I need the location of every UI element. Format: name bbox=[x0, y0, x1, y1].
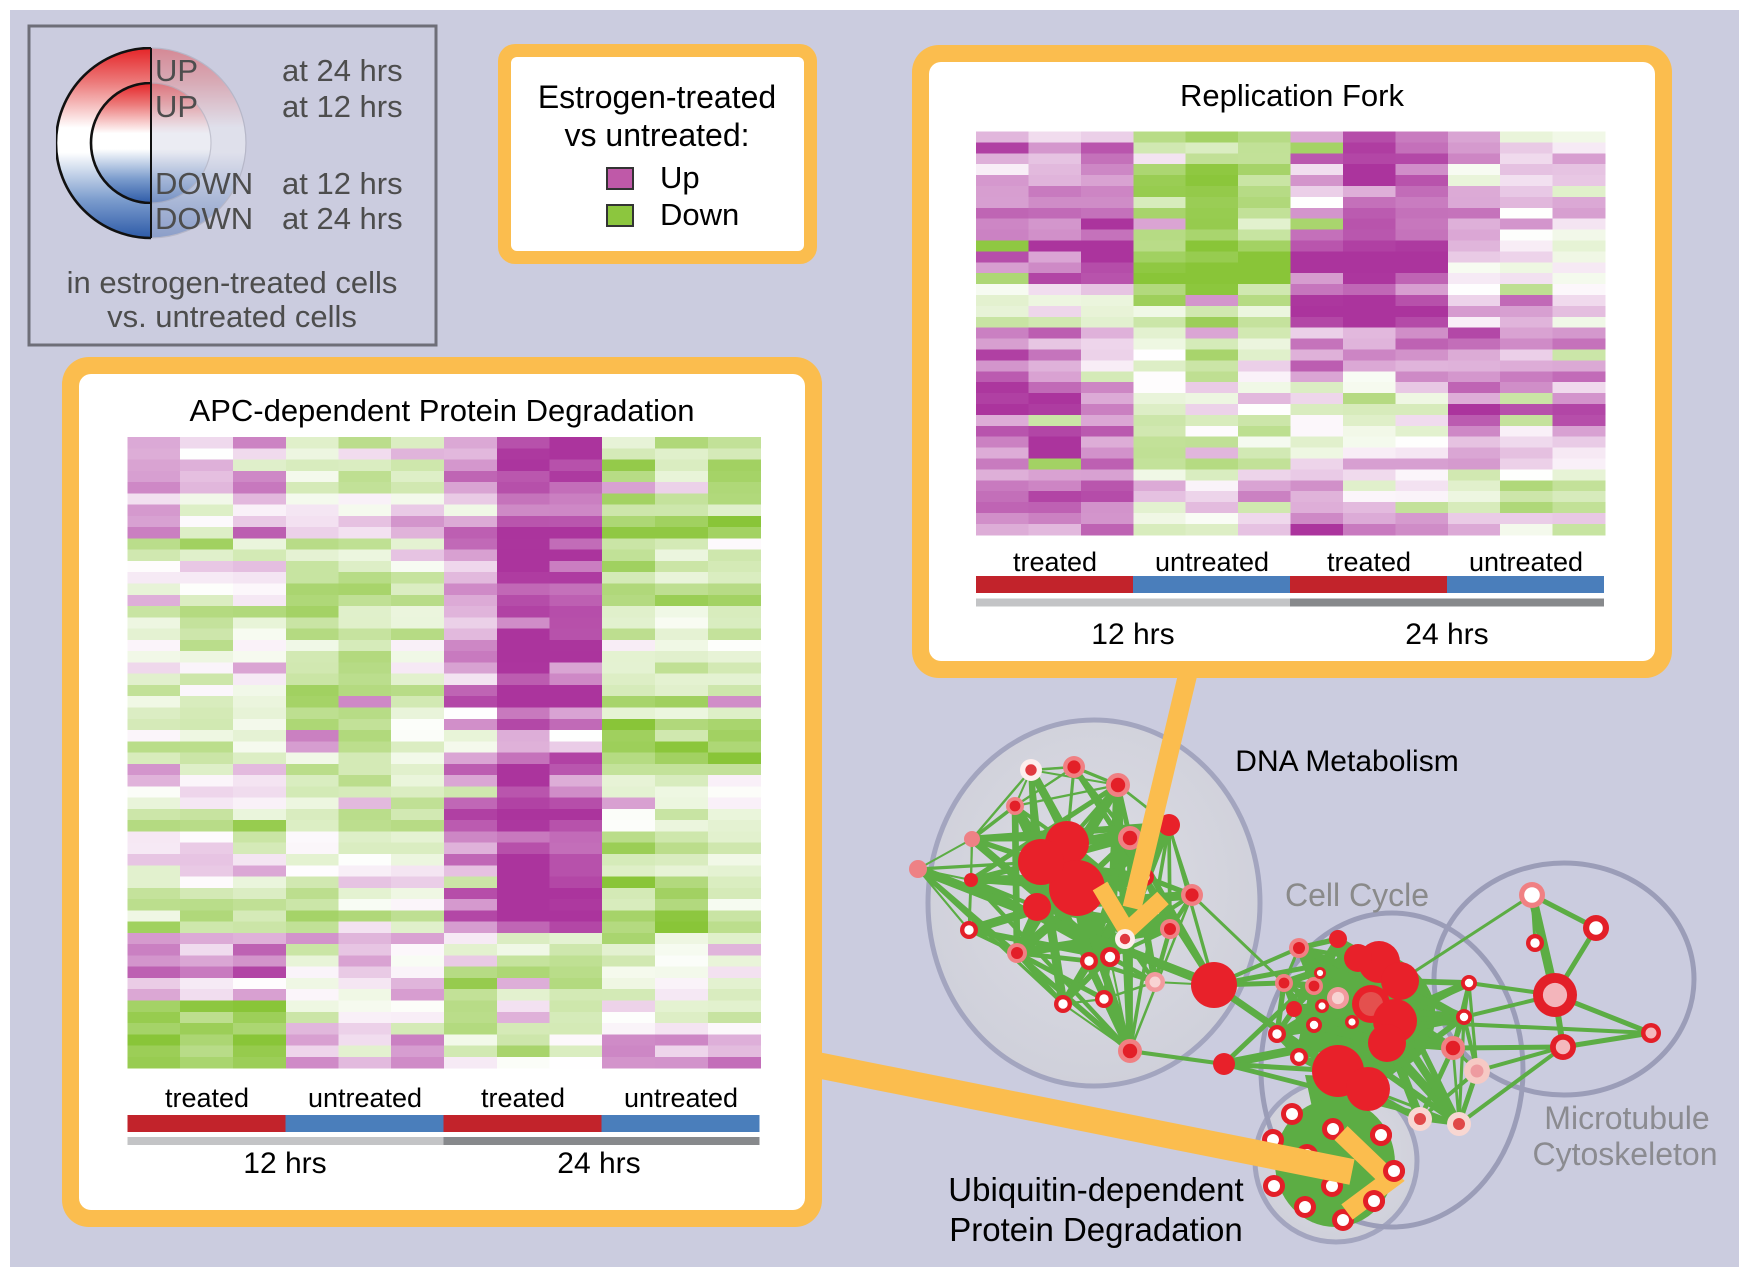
svg-text:12 hrs: 12 hrs bbox=[1091, 618, 1174, 651]
svg-text:in estrogen-treated cells: in estrogen-treated cells bbox=[67, 265, 398, 300]
svg-text:Cytoskeleton: Cytoskeleton bbox=[1533, 1136, 1718, 1172]
svg-text:UP: UP bbox=[155, 53, 198, 88]
svg-text:at 12 hrs: at 12 hrs bbox=[282, 166, 403, 201]
svg-text:Replication Fork: Replication Fork bbox=[1180, 78, 1404, 113]
svg-text:DOWN: DOWN bbox=[155, 201, 253, 236]
svg-text:untreated: untreated bbox=[308, 1083, 422, 1113]
svg-text:DOWN: DOWN bbox=[155, 166, 253, 201]
svg-text:Protein Degradation: Protein Degradation bbox=[949, 1211, 1243, 1248]
svg-text:Down: Down bbox=[660, 197, 739, 232]
svg-text:at 24 hrs: at 24 hrs bbox=[282, 53, 403, 88]
svg-text:at 24 hrs: at 24 hrs bbox=[282, 201, 403, 236]
svg-text:UP: UP bbox=[155, 89, 198, 124]
svg-text:Cell Cycle: Cell Cycle bbox=[1285, 877, 1429, 913]
svg-text:vs. untreated cells: vs. untreated cells bbox=[107, 299, 357, 334]
svg-text:DNA Metabolism: DNA Metabolism bbox=[1235, 745, 1458, 778]
svg-text:Up: Up bbox=[660, 160, 700, 195]
svg-text:APC-dependent Protein Degradat: APC-dependent Protein Degradation bbox=[190, 393, 695, 428]
svg-text:untreated: untreated bbox=[1155, 547, 1269, 577]
svg-text:at 12 hrs: at 12 hrs bbox=[282, 89, 403, 124]
svg-text:vs untreated:: vs untreated: bbox=[565, 117, 750, 153]
svg-text:Estrogen-treated: Estrogen-treated bbox=[538, 79, 776, 115]
svg-text:24 hrs: 24 hrs bbox=[557, 1147, 640, 1180]
svg-text:treated: treated bbox=[165, 1083, 249, 1113]
svg-text:Ubiquitin-dependent: Ubiquitin-dependent bbox=[948, 1171, 1243, 1208]
svg-text:treated: treated bbox=[1327, 547, 1411, 577]
svg-text:untreated: untreated bbox=[1469, 547, 1583, 577]
svg-text:treated: treated bbox=[1013, 547, 1097, 577]
svg-text:treated: treated bbox=[481, 1083, 565, 1113]
svg-text:24 hrs: 24 hrs bbox=[1405, 618, 1488, 651]
svg-text:12 hrs: 12 hrs bbox=[243, 1147, 326, 1180]
svg-text:untreated: untreated bbox=[624, 1083, 738, 1113]
svg-text:Microtubule: Microtubule bbox=[1544, 1100, 1709, 1136]
